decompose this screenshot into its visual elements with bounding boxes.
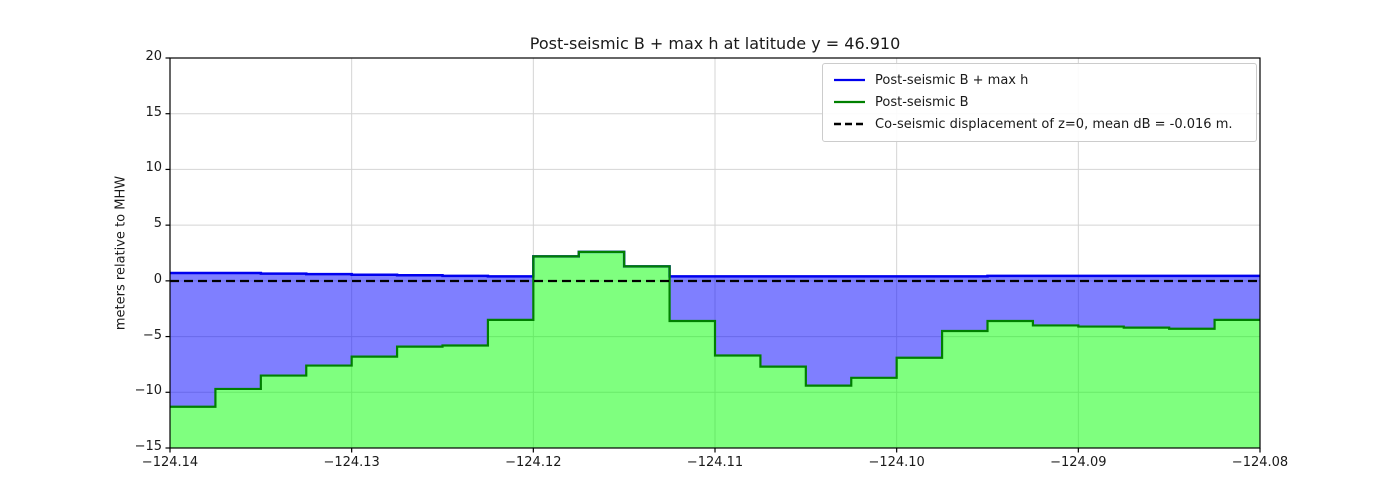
y-tick-label: 20 [145,49,162,64]
y-tick-label: −10 [134,383,162,399]
dashed-line-sample-icon [834,122,865,126]
legend-entry-b: Post-seismic B [823,91,1256,113]
y-tick-label: −15 [134,439,162,454]
legend-entry-coseismic: Co-seismic displacement of z=0, mean dB … [823,113,1256,135]
x-tick-label: −124.12 [505,455,562,470]
y-tick-label: −5 [142,327,162,343]
chart-title: Post-seismic B + max h at latitude y = 4… [529,34,901,53]
y-tick-label: 15 [145,104,162,120]
legend: Post-seismic B + max h Post-seismic B Co… [822,63,1257,142]
legend-label: Post-seismic B [875,94,969,110]
legend-label: Co-seismic displacement of z=0, mean dB … [875,116,1233,132]
legend-entry-b-plus-maxh: Post-seismic B + max h [823,69,1256,91]
x-tick-label: −124.14 [141,455,199,470]
y-tick-label: 5 [153,216,162,232]
blue-line-sample-icon [834,78,865,82]
x-tick-label: −124.08 [1231,455,1289,470]
x-tick-label: −124.10 [868,455,925,470]
x-tick-label: −124.11 [686,455,744,470]
green-line-sample-icon [834,100,865,104]
post-seismic-b-line [170,250,1260,408]
legend-label: Post-seismic B + max h [875,72,1029,88]
x-tick-label: −124.09 [1050,455,1107,470]
y-tick-label: 10 [145,160,162,176]
x-tick-label: −124.13 [323,455,380,470]
y-tick-label: 0 [153,271,162,287]
